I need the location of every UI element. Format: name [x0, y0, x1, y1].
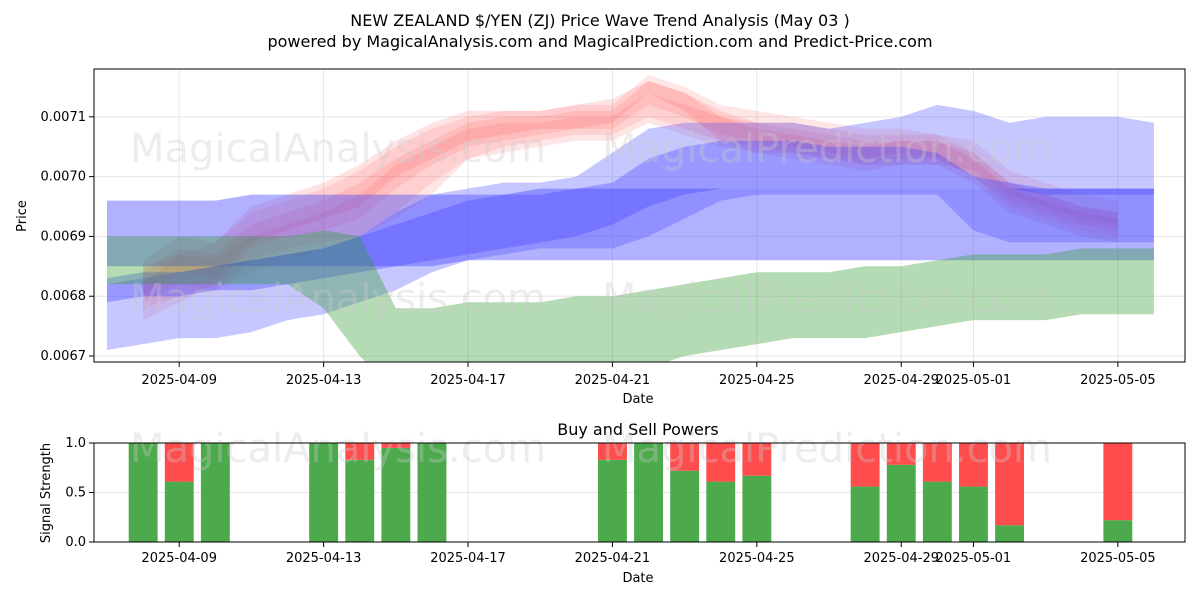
buy-bar-4	[345, 459, 375, 542]
main-y-tick-label-4: 0.0071	[41, 110, 87, 125]
main-y-tick-label-1: 0.0068	[41, 289, 87, 304]
main-plot-frame	[93, 68, 1186, 363]
buy-bar-11	[742, 475, 772, 542]
buy-bar-14	[922, 481, 952, 542]
powers-title: Buy and Sell Powers	[557, 420, 719, 439]
powers-x-tick-label-1: 2025-04-13	[286, 551, 362, 566]
main-x-axis-label: Date	[622, 392, 653, 407]
watermark-main-4: MagicalPrediction.com	[602, 276, 1052, 322]
main-axes: 2025-04-09 2025-04-13 2025-04-17 2025-04-21…	[41, 110, 1156, 388]
power-axes: 2025-04-09 2025-04-13 2025-04-17 2025-04-21…	[65, 436, 1155, 566]
main-x-tick-label-6: 2025-05-01	[936, 373, 1012, 388]
powers-y-tick-label-1: 0.5	[65, 486, 86, 501]
sell-bar-1	[164, 443, 194, 482]
sell-bar-17	[1103, 443, 1133, 521]
main-y-tick-label-2: 0.0069	[41, 229, 87, 244]
sell-bar-7	[598, 443, 627, 460]
main-y-tick-label-0: 0.0067	[41, 349, 87, 364]
buy-bar-2	[200, 443, 230, 542]
watermark-main-2: MagicalPrediction.com	[602, 126, 1052, 172]
main-x-tick-label-7: 2025-05-05	[1080, 373, 1156, 388]
buy-bar-5	[381, 447, 411, 542]
sell-bar-9	[670, 443, 700, 471]
buy-bar-16	[995, 525, 1024, 542]
powers-x-tick-label-6: 2025-05-01	[936, 551, 1012, 566]
sell-bar-16	[995, 443, 1024, 526]
buy-bar-3	[309, 443, 339, 542]
band-red-1	[143, 75, 1118, 321]
sell-bar-5	[381, 443, 411, 448]
powers-x-tick-label-2: 2025-04-17	[430, 551, 506, 566]
buy-bar-17	[1103, 520, 1133, 542]
main-x-tick-label-0: 2025-04-09	[141, 373, 217, 388]
main-y-tick-label-3: 0.0070	[41, 170, 87, 185]
chart-title: NEW ZEALAND $/YEN (ZJ) Price Wave Trend …	[350, 11, 849, 30]
sell-bar-4	[345, 443, 375, 460]
buy-bar-9	[670, 470, 700, 542]
powers-x-tick-label-0: 2025-04-09	[141, 551, 217, 566]
powers-x-axis-label: Date	[622, 571, 653, 586]
sell-bar-10	[706, 443, 736, 482]
powers-x-tick-label-7: 2025-05-05	[1080, 551, 1156, 566]
powers-x-tick-label-3: 2025-04-21	[575, 551, 651, 566]
sell-bar-15	[959, 443, 988, 487]
sell-bar-13	[886, 443, 916, 465]
buy-bar-10	[706, 481, 736, 542]
watermark-powers-1: MagicalAnalysis.com	[130, 426, 546, 472]
powers-y-axis-label: Signal Strength	[39, 443, 54, 543]
watermark-main-1: MagicalAnalysis.com	[130, 126, 546, 172]
band-blue-5	[107, 104, 1154, 351]
band-red-0	[143, 81, 1118, 309]
buy-bar-15	[959, 486, 988, 542]
buy-bar-7	[598, 459, 627, 542]
main-y-axis-label: Price	[15, 200, 30, 232]
buy-bar-12	[850, 486, 880, 542]
buy-bar-6	[417, 443, 447, 542]
main-x-tick-label-1: 2025-04-13	[286, 373, 362, 388]
main-x-tick-label-3: 2025-04-21	[575, 373, 651, 388]
buy-bar-1	[164, 481, 194, 542]
price-bands	[107, 75, 1154, 362]
sell-bar-14	[922, 443, 952, 482]
band-blue-6	[107, 140, 1154, 303]
powers-x-tick-label-5: 2025-04-29	[863, 551, 939, 566]
band-blue-4	[107, 188, 1154, 267]
powers-y-tick-label-2: 1.0	[65, 436, 86, 451]
sell-bar-11	[742, 443, 772, 476]
powers-x-tick-label-4: 2025-04-25	[719, 551, 795, 566]
powers-y-tick-label-0: 0.0	[65, 535, 86, 550]
power-bars	[128, 443, 1133, 542]
band-red-3	[143, 92, 1118, 303]
band-green-7	[107, 230, 1154, 362]
main-x-tick-label-4: 2025-04-25	[719, 373, 795, 388]
watermark-powers-2: MagicalPrediction.com	[602, 426, 1052, 472]
main-x-tick-label-5: 2025-04-29	[863, 373, 939, 388]
main-grid	[94, 69, 1185, 362]
buy-bar-13	[886, 464, 916, 542]
main-x-tick-label-2: 2025-04-17	[430, 373, 506, 388]
buy-bar-8	[634, 443, 663, 542]
watermark-main-3: MagicalAnalysis.com	[130, 276, 546, 322]
band-red-2	[143, 81, 1118, 297]
chart-subtitle: powered by MagicalAnalysis.com and Magic…	[267, 32, 932, 51]
buy-bar-0	[128, 443, 158, 542]
sell-bar-12	[850, 443, 880, 487]
